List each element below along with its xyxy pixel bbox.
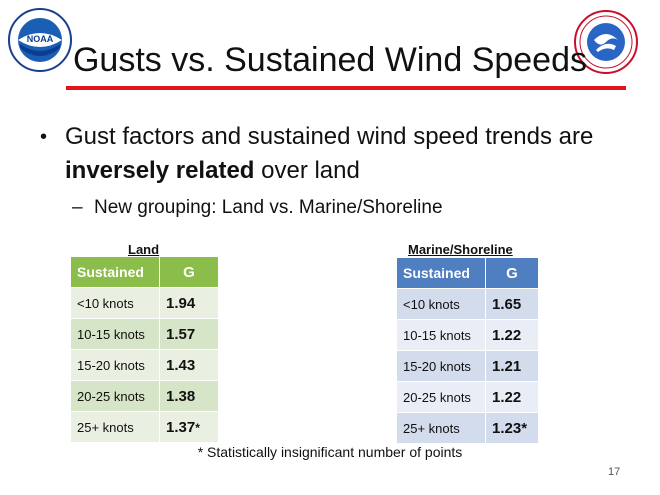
- marine-g-cell: 1.23*: [485, 412, 539, 444]
- bullet-text-post: over land: [254, 157, 360, 184]
- land-table: Sustained G <10 knots 1.94 10-15 knots 1…: [70, 256, 219, 443]
- noaa-logo: NOAA: [8, 8, 72, 72]
- land-sustained-cell: 15-20 knots: [70, 349, 160, 381]
- asterisk-mark: *: [521, 419, 528, 437]
- marine-table-header: Sustained G: [396, 257, 539, 289]
- noaa-logo-text: NOAA: [27, 34, 54, 44]
- table-row: 15-20 knots 1.43: [70, 349, 219, 381]
- asterisk-mark: *: [195, 420, 200, 435]
- land-table-caption: Land: [128, 242, 160, 257]
- nws-logo: [574, 10, 638, 74]
- sub-bullet: – New grouping: Land vs. Marine/Shoreline: [72, 195, 443, 221]
- table-row: 25+ knots 1.23*: [396, 412, 539, 444]
- marine-g-cell: 1.22: [485, 381, 539, 413]
- bullet-dot-icon: •: [40, 126, 48, 148]
- land-g-cell: 1.94: [159, 287, 219, 319]
- marine-sustained-cell: 15-20 knots: [396, 350, 486, 382]
- title-underline: [66, 86, 626, 90]
- slide-title: Gusts vs. Sustained Wind Speeds: [72, 41, 588, 79]
- table-row: 10-15 knots 1.22: [396, 319, 539, 351]
- marine-header-g: G: [485, 257, 539, 289]
- marine-sustained-cell: 10-15 knots: [396, 319, 486, 351]
- table-row: 20-25 knots 1.38: [70, 380, 219, 412]
- marine-sustained-cell: 25+ knots: [396, 412, 486, 444]
- land-sustained-cell: 20-25 knots: [70, 380, 160, 412]
- sub-bullet-text: New grouping: Land vs. Marine/Shoreline: [94, 197, 443, 218]
- marine-g-cell: 1.22: [485, 319, 539, 351]
- land-g-cell: 1.37*: [159, 411, 219, 443]
- land-sustained-cell: 10-15 knots: [70, 318, 160, 350]
- bullet-text: Gust factors and sustained wind speed tr…: [65, 120, 635, 188]
- land-header-sustained: Sustained: [70, 256, 160, 288]
- marine-table-caption: Marine/Shoreline: [408, 242, 513, 257]
- land-g-cell: 1.57: [159, 318, 219, 350]
- marine-sustained-cell: <10 knots: [396, 288, 486, 320]
- footnote: * Statistically insignificant number of …: [197, 444, 463, 460]
- marine-sustained-cell: 20-25 knots: [396, 381, 486, 413]
- table-row: 15-20 knots 1.21: [396, 350, 539, 382]
- land-g-value: 1.37: [166, 418, 196, 436]
- land-table-header: Sustained G: [70, 256, 219, 288]
- land-g-cell: 1.43: [159, 349, 219, 381]
- dash-icon: –: [72, 197, 83, 218]
- slide-number: 17: [608, 466, 621, 478]
- bullet-text-pre: Gust factors and sustained wind speed tr…: [65, 123, 594, 150]
- marine-table: Sustained G <10 knots 1.65 10-15 knots 1…: [396, 257, 539, 444]
- table-row: 10-15 knots 1.57: [70, 318, 219, 350]
- table-row: <10 knots 1.65: [396, 288, 539, 320]
- table-row: 20-25 knots 1.22: [396, 381, 539, 413]
- table-row: <10 knots 1.94: [70, 287, 219, 319]
- marine-g-value: 1.23: [492, 419, 522, 437]
- table-row: 25+ knots 1.37*: [70, 411, 219, 443]
- land-header-g: G: [159, 256, 219, 288]
- land-sustained-cell: <10 knots: [70, 287, 160, 319]
- land-sustained-cell: 25+ knots: [70, 411, 160, 443]
- marine-header-sustained: Sustained: [396, 257, 486, 289]
- marine-g-cell: 1.65: [485, 288, 539, 320]
- marine-g-cell: 1.21: [485, 350, 539, 382]
- land-g-cell: 1.38: [159, 380, 219, 412]
- bullet-text-bold: inversely related: [65, 157, 255, 184]
